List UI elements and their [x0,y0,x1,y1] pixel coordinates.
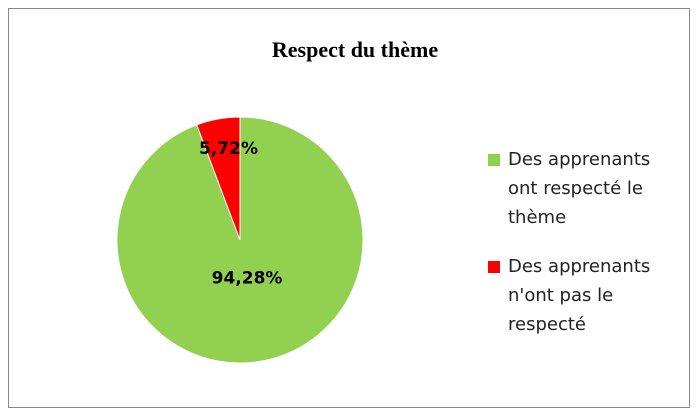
chart-title: Respect du thème [272,37,438,62]
data-label: 5,72% [199,139,258,159]
legend-entry: Des apprenants n'ont pas le respecté [488,252,678,339]
data-label: 94,28% [212,269,283,289]
pie-slice [196,116,241,241]
legend-label: Des apprenants n'ont pas le respecté [508,256,651,335]
legend-label: Des apprenants ont respecté le thème [508,149,651,228]
legend-swatch [488,154,500,166]
legend-entry: Des apprenants ont respecté le thème [488,145,678,232]
legend-swatch [488,261,500,273]
